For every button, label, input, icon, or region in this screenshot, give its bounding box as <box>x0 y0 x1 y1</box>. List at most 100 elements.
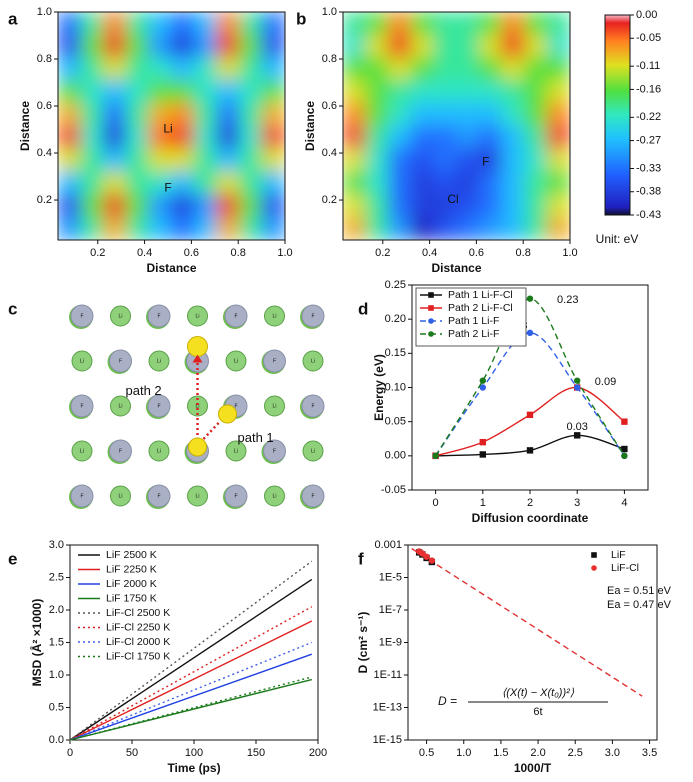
heatmap-cell <box>387 102 412 127</box>
y-tick-label: 0.2 <box>37 194 52 206</box>
heatmap-cell <box>216 125 241 150</box>
heatmap-cell <box>343 216 367 240</box>
heatmap-cell <box>125 34 150 59</box>
x-tick-label: 0.4 <box>137 247 152 259</box>
diagram: F Li F Li F Li F Li F Li F Li F Li F Li F Li F Li F Li F Li F Li F… <box>69 304 325 509</box>
legend-label: Path 1 Li-F-Cl <box>448 289 513 301</box>
heatmap-cell <box>148 216 172 240</box>
x-tick-label: 2 <box>527 497 533 509</box>
heatmap-cell <box>343 34 367 59</box>
x-tick-label: 0.8 <box>516 247 531 259</box>
note: Ea = 0.51 eV <box>607 585 672 597</box>
heatmap-cell <box>58 57 82 81</box>
heatmap-cell <box>171 79 195 104</box>
heatmap-cell <box>102 57 127 81</box>
heatmap-cell <box>456 193 480 218</box>
legend-label: LiF-Cl <box>611 562 639 574</box>
atom <box>301 394 325 418</box>
heatmap-cell <box>456 34 480 59</box>
x-tick-label: 0.2 <box>375 247 390 259</box>
atom <box>225 440 247 462</box>
atom <box>264 395 285 417</box>
heatmap-cell <box>524 125 548 150</box>
atom <box>187 395 208 417</box>
panel-label: a <box>8 9 18 28</box>
heatmap-cell <box>261 57 285 81</box>
heatmap-cell <box>171 34 195 59</box>
legend-label: Path 1 Li-F <box>448 315 499 327</box>
atom-label: Li <box>119 313 123 319</box>
heatmap-cell <box>501 171 526 195</box>
heatmap-cell <box>524 12 548 36</box>
atom <box>264 485 285 507</box>
x-axis-label: Diffusion coordinate <box>472 511 589 525</box>
x-tick-label: 4 <box>621 497 627 509</box>
path-label: path 1 <box>238 430 274 445</box>
heatmap-cell <box>193 148 218 173</box>
x-tick-label: 3.5 <box>642 747 657 759</box>
atom-label: F <box>157 313 160 319</box>
atom <box>301 484 325 508</box>
panel-label: e <box>8 549 17 568</box>
legend-label: Path 2 Li-F <box>448 328 499 340</box>
heatmap-cell <box>478 34 503 59</box>
annotation: F <box>164 180 171 194</box>
atom-label: F <box>80 313 83 319</box>
heatmap-cell <box>343 57 367 81</box>
heatmap-cell <box>524 57 548 81</box>
x-tick-label: 3.0 <box>605 747 620 759</box>
atom-label: Li <box>234 448 238 454</box>
series-line <box>69 560 313 741</box>
heatmap-cell <box>501 216 526 240</box>
heatmap-cell <box>410 148 435 173</box>
atom <box>70 394 94 418</box>
heatmap-cell <box>365 171 389 195</box>
x-tick-label: 1.0 <box>562 247 577 259</box>
heatmap-cell <box>125 12 150 36</box>
heatmap-cell <box>261 34 285 59</box>
heatmap-cell <box>546 216 570 240</box>
heatmap-cell <box>456 125 480 150</box>
atom <box>148 440 170 462</box>
colorbar-tick-label: -0.27 <box>636 134 661 146</box>
heatmap-cell <box>80 57 104 81</box>
heatmap-cell <box>501 57 526 81</box>
y-tick-label: 0.8 <box>322 53 337 65</box>
atom <box>263 349 286 373</box>
heatmap-cell <box>478 12 503 36</box>
heatmap-cell <box>58 125 82 150</box>
heatmap-cell <box>239 171 263 195</box>
x-tick-label: 3 <box>574 497 580 509</box>
heatmap-cell <box>410 193 435 218</box>
heatmap-cell <box>365 57 389 81</box>
x-tick-label: 0.6 <box>469 247 484 259</box>
y-axis-label: Distance <box>303 101 317 151</box>
colorbar-tick-label: -0.22 <box>636 111 661 123</box>
y-tick-label: 1.0 <box>37 6 52 18</box>
heatmap-cell <box>365 12 389 36</box>
heatmap-cell <box>193 216 218 240</box>
heatmap-cell <box>80 12 104 36</box>
note: Ea = 0.47 eV <box>607 599 672 611</box>
atom <box>70 304 94 328</box>
heatmap-cell <box>171 125 195 150</box>
heatmap-cell <box>193 125 218 150</box>
legend-label: Path 2 Li-F-Cl <box>448 302 513 314</box>
heatmap-cell <box>433 216 457 240</box>
heatmap-cell <box>125 57 150 81</box>
y-tick-label: 1E-15 <box>373 734 402 746</box>
marker <box>621 418 628 425</box>
marker <box>621 452 628 460</box>
heatmap-cell <box>80 34 104 59</box>
heatmap-cell <box>261 171 285 195</box>
atom <box>70 484 94 508</box>
x-tick-label: 1.0 <box>456 747 471 759</box>
annotation: 0.23 <box>557 294 578 306</box>
chart-heatmap: Li F 0.2 0.4 0.6 0.8 1.0 0.2 0.4 0.6 0.8 1.0 Distanc… <box>18 6 292 275</box>
heatmap-cell <box>148 79 172 104</box>
heatmap-cell <box>102 148 127 173</box>
heatmap-cell <box>501 148 526 173</box>
heatmap-cell <box>102 216 127 240</box>
heatmap-cell <box>216 12 241 36</box>
